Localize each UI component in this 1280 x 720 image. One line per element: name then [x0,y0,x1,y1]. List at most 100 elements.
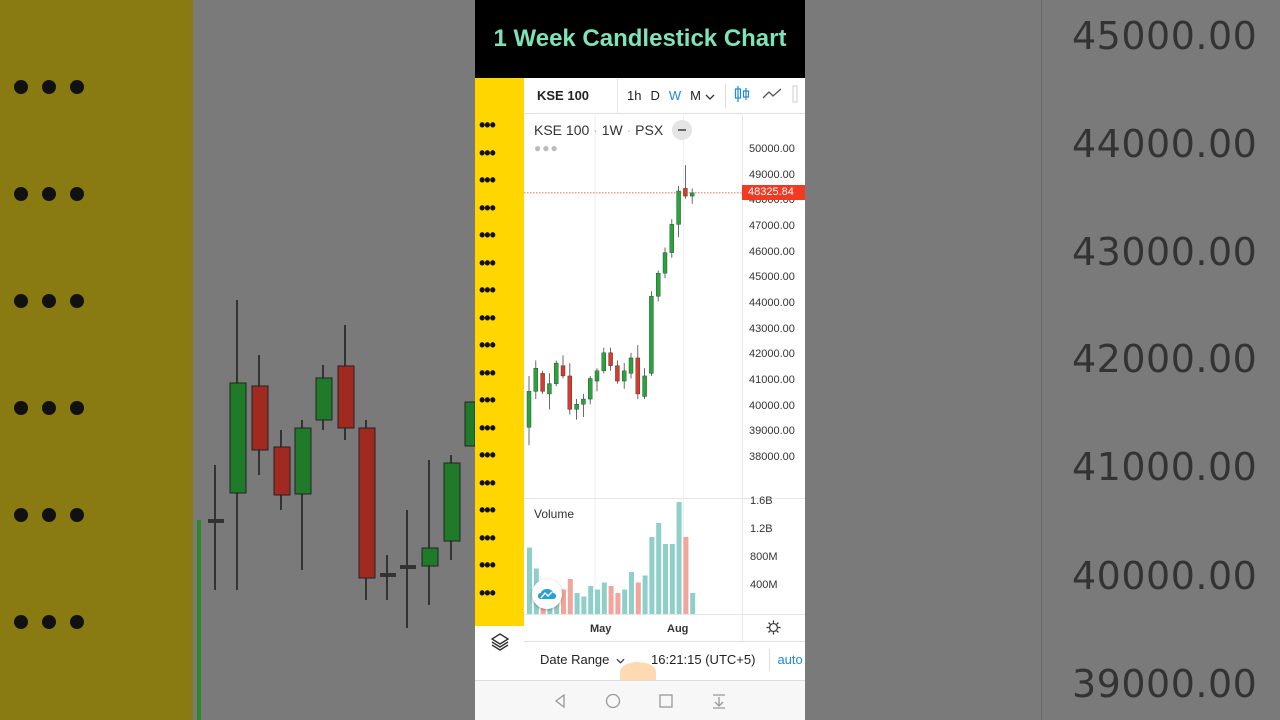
background-dots-row [14,401,94,421]
sidebar-dots-icon[interactable]: ••• [479,582,496,603]
volume-bar [635,582,641,614]
volume-tick: 1.2B [750,523,773,535]
candle-body [662,252,668,274]
sidebar-dots-icon[interactable]: ••• [479,280,496,300]
line-chart-type-icon[interactable] [762,88,782,103]
candle-body [601,352,607,371]
volume-tick: 1.6B [750,495,773,507]
candle-body [594,370,600,382]
background-price-label: 39000.00 [1072,662,1258,706]
volume-bar [629,572,634,614]
volume-bar [581,596,587,614]
candle-body [574,404,579,410]
volume-bar [663,544,668,614]
home-icon[interactable] [605,693,621,709]
price-tick: 45000.00 [749,271,795,284]
sidebar-dots-icon[interactable]: ••• [479,445,496,465]
interval-1h[interactable]: 1h [627,88,642,103]
sidebar-dots-icon[interactable]: ••• [479,417,496,438]
sidebar-dots-icon[interactable]: ••• [479,362,496,383]
candle-body [642,375,647,397]
touch-indicator [620,662,656,682]
candle-body [628,357,634,374]
volume-pane-label: Volume [534,507,575,521]
background-price-label: 45000.00 [1072,14,1258,58]
volume-bar [574,593,580,614]
price-tick: 38000.00 [749,451,795,464]
layers-button[interactable] [475,626,524,676]
price-tick: 47000.00 [749,219,795,232]
volume-bar [527,547,532,614]
sidebar-dots-icon[interactable]: ••• [479,527,496,548]
chart-area[interactable]: KSE 100 · 1W · PSX ●●● Volume 1.6B 1.2B … [524,115,805,641]
sidebar-dots-icon[interactable]: ••• [479,555,496,575]
background-price-label: 40000.00 [1072,554,1258,598]
sidebar-dots-icon[interactable]: ••• [479,142,496,163]
notification-pull-icon[interactable] [711,693,727,709]
candle-body [581,398,586,405]
candle-body [669,224,675,253]
sidebar-dots-icon[interactable]: ••• [479,307,496,328]
candle-body [621,370,627,382]
date-range-button[interactable]: Date Range [540,652,625,667]
price-tick: 41000.00 [749,374,795,387]
timezone-clock[interactable]: 16:21:15 (UTC+5) [651,652,756,667]
sidebar-dots-icon[interactable]: ••• [479,335,496,355]
legend-more-icon[interactable]: ●●● [534,141,559,155]
sidebar-dots-icon[interactable]: ••• [479,115,496,135]
interval-d[interactable]: D [650,88,660,103]
sidebar-dots-icon[interactable]: ••• [479,197,496,218]
tradingview-logo-button[interactable] [532,579,562,609]
sidebar-dots-icon[interactable]: ••• [479,472,496,493]
collapse-legend-button[interactable] [672,120,692,140]
background-price-axis: 45000.00 44000.00 43000.00 42000.00 4100… [1041,0,1280,720]
background-left-blur [0,0,475,720]
candle-body [608,352,613,366]
price-tick: 46000.00 [749,245,795,258]
volume-bar [649,537,655,614]
candle-body [635,357,641,395]
price-tick: 43000.00 [749,322,795,335]
interval-w[interactable]: W [668,88,682,103]
background-yellow-strip [0,0,193,720]
sidebar-dots-icon[interactable]: ••• [479,500,496,520]
legend-interval: 1W [601,122,623,138]
recents-icon[interactable] [659,693,673,708]
candle-body [683,188,688,197]
volume-pane-divider [524,498,805,499]
chart-bottom-bar: Date Range 16:21:15 (UTC+5) auto [524,641,805,677]
sidebar-dots-icon[interactable]: ••• [479,252,496,273]
more-chart-type-icon[interactable] [792,85,798,106]
layers-icon [490,633,509,651]
volume-tick: 400M [750,579,778,591]
background-price-label: 43000.00 [1072,230,1258,274]
volume-bar [690,593,696,614]
auto-scale-toggle[interactable]: auto [777,652,803,667]
sidebar-dots-icon[interactable]: ••• [479,390,496,410]
background-right-blur: 45000.00 44000.00 43000.00 42000.00 4100… [805,0,1280,720]
volume-bar [595,589,600,614]
background-plot-area [193,0,475,720]
background-dots-row [14,294,94,314]
symbol-selector[interactable]: KSE 100 [524,77,618,114]
sidebar-dots-icon[interactable]: ••• [479,225,496,245]
candles-chart-type-icon[interactable] [734,85,750,106]
price-tick: 42000.00 [749,348,795,361]
sidebar-dots-icon[interactable]: ••• [479,170,496,190]
back-icon[interactable] [553,693,567,708]
candle-body [676,190,681,225]
interval-m[interactable]: M [690,88,701,103]
candle-body [554,362,559,384]
chart-settings-gear-icon[interactable] [766,620,781,639]
android-navigation-bar [475,680,805,720]
candle-body [540,373,545,392]
interval-dropdown-icon[interactable] [705,88,715,103]
volume-bar [588,586,594,614]
chart-toolbar: KSE 100 1h D W M [524,77,805,114]
cloud-logo-icon [538,589,556,599]
volume-bar [608,586,614,614]
date-range-label: Date Range [540,652,610,667]
background-dots-row [14,80,94,100]
volume-bar [561,589,566,614]
candle-body [655,272,661,297]
